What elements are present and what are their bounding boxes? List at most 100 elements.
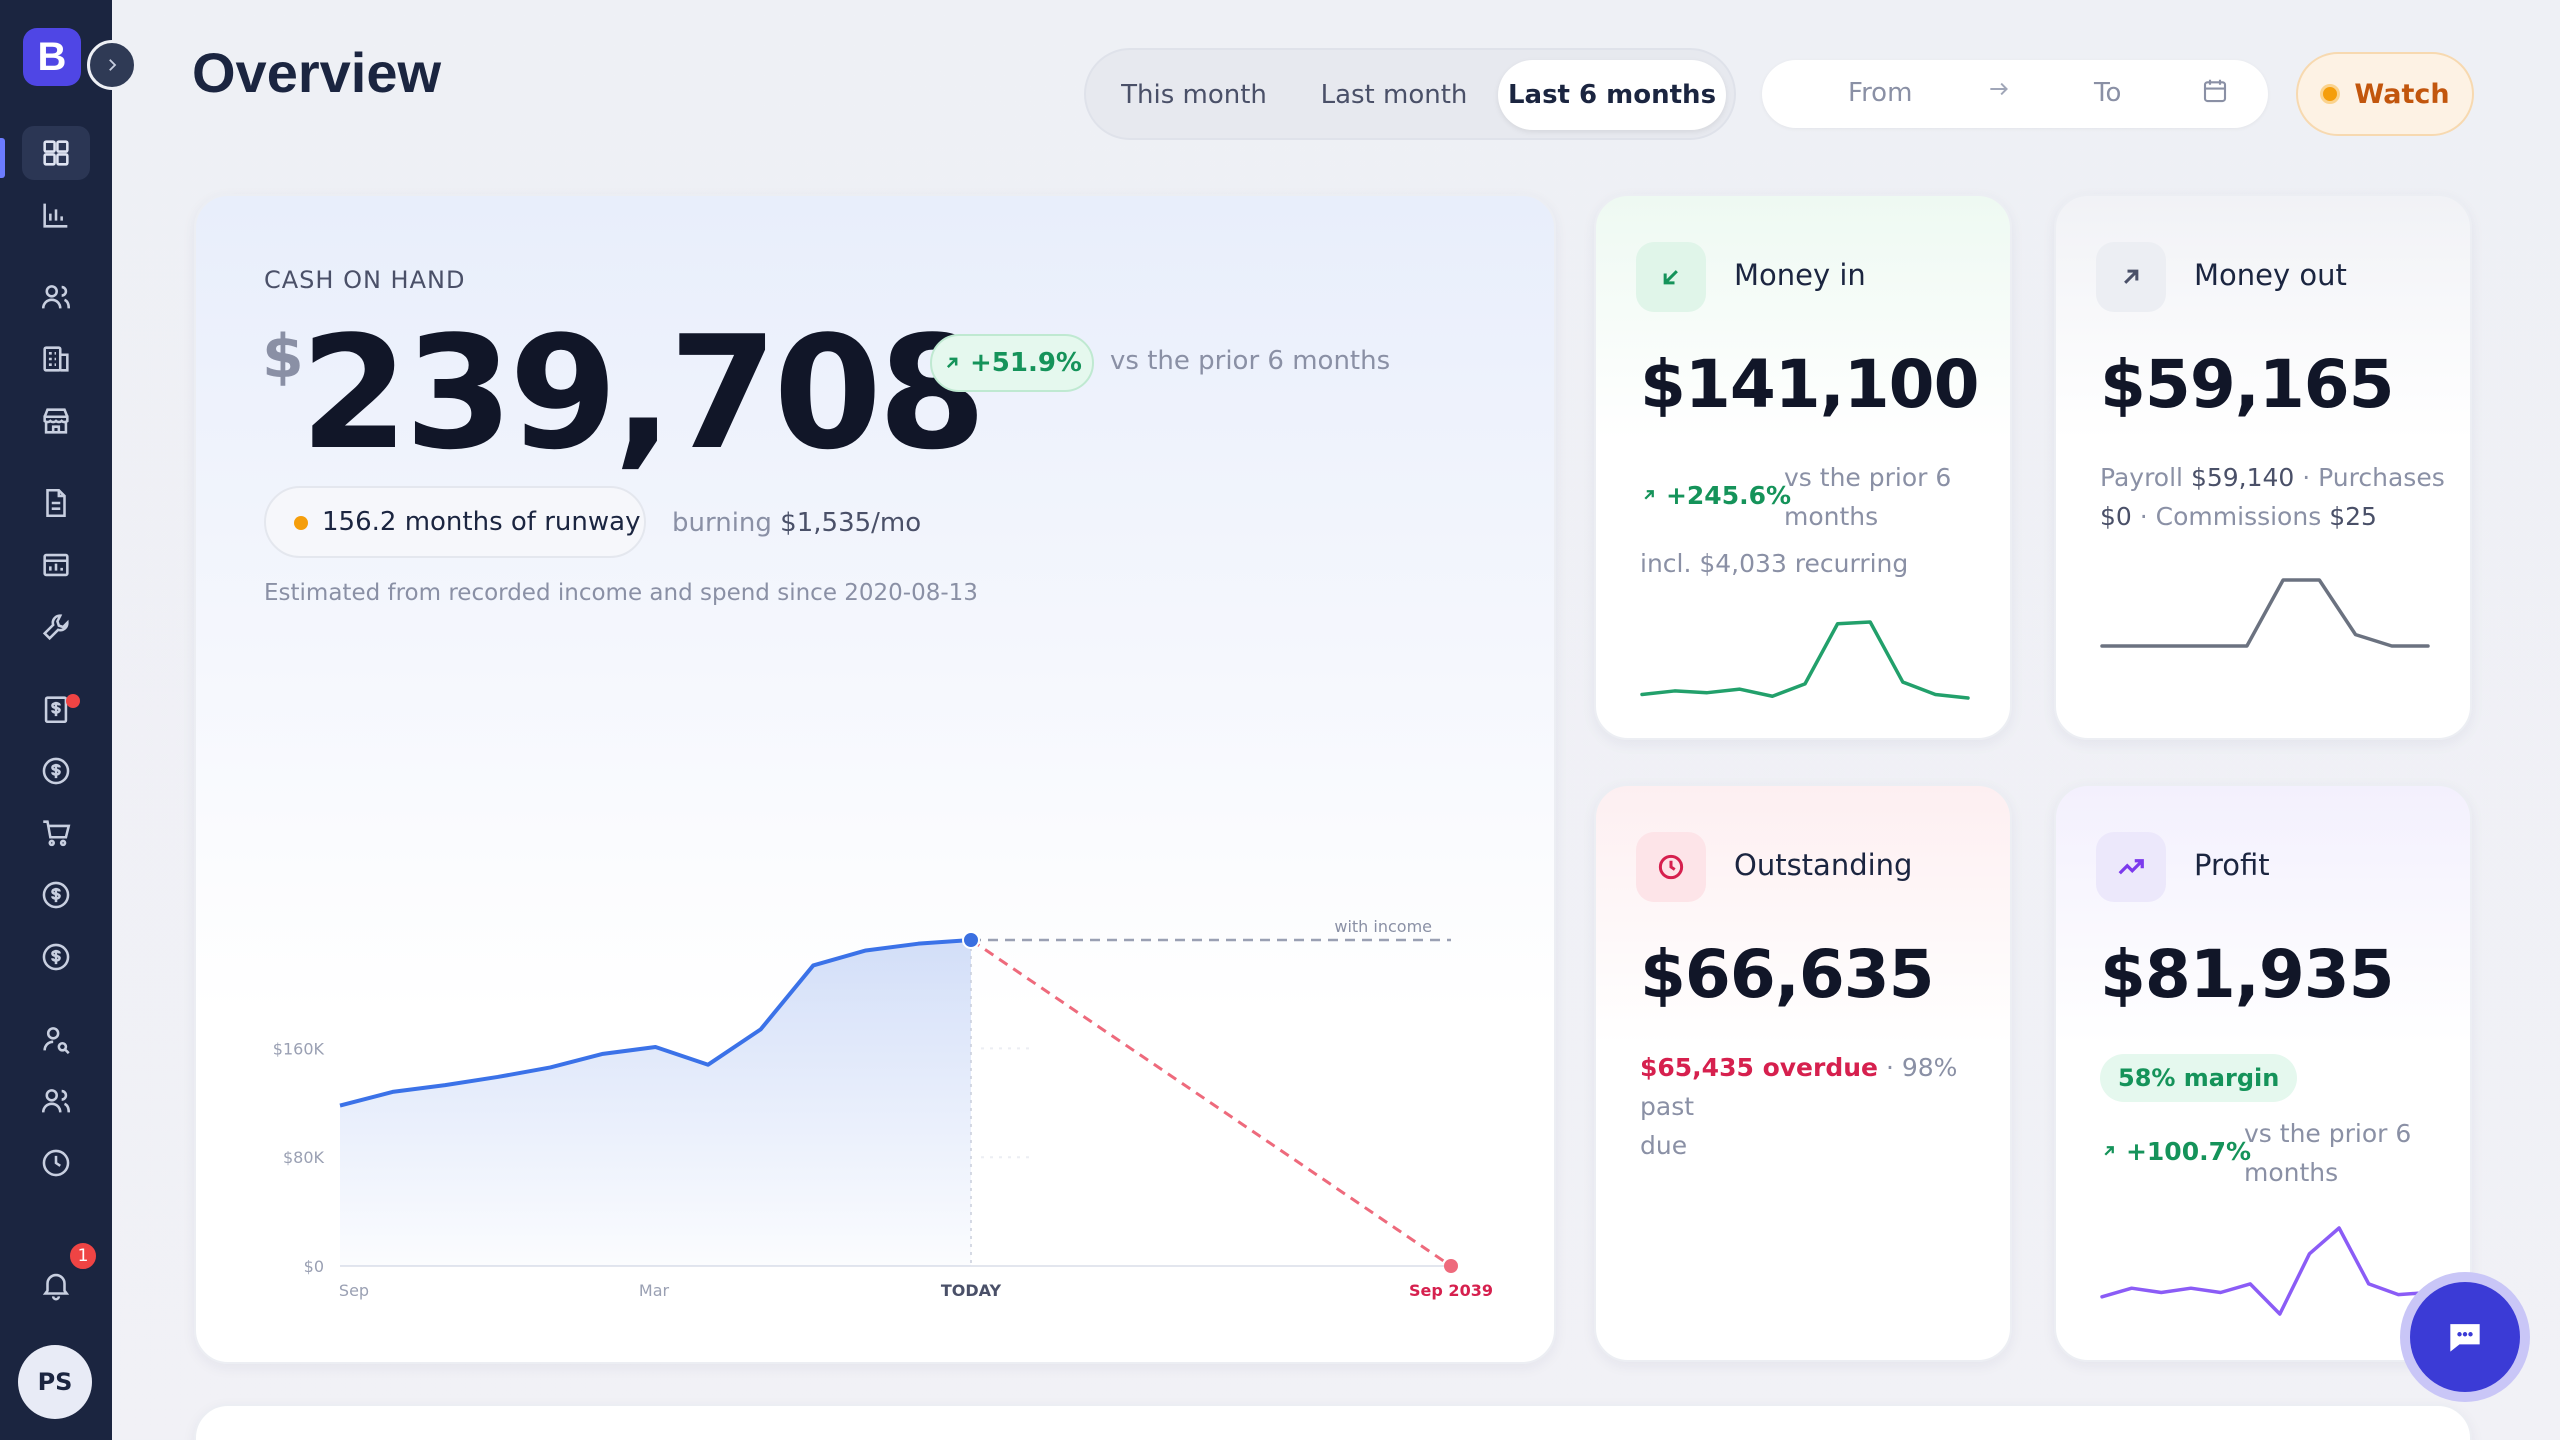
profit-card[interactable]: Profit $81,935 58% margin +100.7% vs the… [2054, 784, 2472, 1362]
sidebar-item-customers[interactable] [22, 270, 90, 324]
sidebar-item-team[interactable] [22, 1074, 90, 1128]
money-in-change-note: vs the prior 6 months [1784, 458, 1951, 536]
chevron-right-icon [109, 59, 117, 71]
cash-runway-chart: with income $0 $80K $160K Sep Mar TODAY Sep 203… [273, 917, 1493, 1300]
past-due-text: · 98% past [1640, 1053, 1958, 1121]
tab-last-month[interactable]: Last month [1320, 80, 1468, 110]
money-in-card[interactable]: Money in $141,100 +245.6% vs the prior 6… [1594, 194, 2012, 740]
outstanding-card[interactable]: Outstanding $66,635 $65,435 overdue · 98… [1594, 784, 2012, 1362]
overdue-amount: $65,435 overdue [1640, 1053, 1878, 1082]
watch-button[interactable]: Watch [2296, 52, 2474, 136]
arrow-up-right-icon [2104, 1146, 2114, 1156]
tab-last-6-months[interactable]: Last 6 months [1498, 60, 1726, 130]
commissions-label: · Commissions [2139, 502, 2322, 531]
date-from-field[interactable]: From [1848, 78, 1913, 108]
runway-dot [294, 516, 308, 530]
margin-badge: 58% margin [2100, 1054, 2298, 1102]
bar-chart-icon [43, 203, 68, 228]
calendar-icon[interactable] [2200, 76, 2230, 113]
sidebar-item-payments[interactable] [22, 744, 90, 798]
notifications-button[interactable] [22, 1258, 90, 1312]
sidebar-item-expenses[interactable] [22, 868, 90, 922]
past-due-text-2: due [1640, 1131, 1688, 1160]
next-section-card [194, 1404, 2472, 1440]
payroll-label: Payroll [2100, 463, 2183, 492]
sidebar-item-company[interactable] [22, 332, 90, 386]
arrow-up-right-icon [2096, 242, 2166, 312]
sidebar: B 1 [0, 0, 112, 1440]
users-icon [41, 285, 71, 309]
page-title: Overview [192, 41, 442, 104]
user-search-icon [43, 1027, 70, 1055]
avatar[interactable]: PS [18, 1345, 92, 1419]
brand-logo[interactable]: B [23, 28, 81, 86]
sidebar-item-contacts[interactable] [22, 1012, 90, 1066]
money-out-card[interactable]: Money out $59,165 Payroll $59,140 · Purc… [2054, 194, 2472, 740]
note-line-1: vs the prior 6 [2244, 1119, 2412, 1148]
burn-rate: burning $1,535/mo [672, 508, 921, 538]
money-in-sparkline [1640, 620, 1970, 700]
cash-on-hand-card: CASH ON HAND $ 239,708 +51.9% vs the pri… [194, 194, 1556, 1364]
sidebar-item-payroll[interactable] [22, 930, 90, 984]
commissions-value: $25 [2329, 502, 2377, 531]
sidebar-toggle-button[interactable] [87, 40, 137, 90]
money-in-value: $141,100 [1640, 346, 1980, 423]
dollar-icon [42, 757, 70, 785]
note-line-2: months [1784, 502, 1879, 531]
sparkline-path [2100, 578, 2430, 648]
chat-button[interactable] [2400, 1272, 2530, 1402]
sidebar-item-reports[interactable] [22, 188, 90, 242]
runway-end-point [1444, 1259, 1458, 1273]
purchases-label: · Purchases [2302, 463, 2445, 492]
profit-change-note: vs the prior 6 months [2244, 1114, 2411, 1192]
money-out-sparkline [2100, 578, 2430, 648]
cash-value: 239,708 [300, 302, 987, 484]
clock-icon [42, 1149, 70, 1177]
document-icon [46, 488, 66, 518]
currency-symbol: $ [262, 322, 304, 392]
annotation-with-income: with income [1334, 917, 1432, 936]
watch-label: Watch [2354, 78, 2450, 110]
x-tick-label: Sep 2039 [1409, 1281, 1493, 1300]
date-range-picker[interactable]: From To [1762, 60, 2268, 128]
x-tick-label: Mar [639, 1281, 670, 1300]
sidebar-item-dashboard[interactable] [22, 126, 90, 180]
sidebar-item-store[interactable] [22, 394, 90, 448]
sidebar-item-purchases[interactable] [22, 806, 90, 860]
cash-change-badge: +51.9% [930, 334, 1094, 392]
purchases-value: $0 [2100, 502, 2132, 531]
y-tick-label: $80K [283, 1148, 325, 1167]
sidebar-item-invoices[interactable] [22, 682, 90, 736]
history-area [340, 939, 971, 1266]
note-line-2: months [2244, 1158, 2339, 1187]
sidebar-item-history[interactable] [22, 1136, 90, 1190]
arrow-right-icon [1986, 74, 2012, 111]
runway-pill: 156.2 months of runway [264, 486, 646, 558]
invoice-alert-dot [66, 694, 80, 708]
x-tick-label: Sep [339, 1281, 369, 1300]
dollar-circle-icon [42, 943, 70, 971]
money-in-change-value: +245.6% [1665, 481, 1792, 510]
sparkline-path [1640, 620, 1970, 700]
y-tick-label: $160K [273, 1039, 325, 1058]
outstanding-note: $65,435 overdue · 98% past due [1640, 1048, 1980, 1165]
sidebar-item-analytics[interactable] [22, 538, 90, 592]
wrench-icon [42, 614, 69, 641]
date-to-field[interactable]: To [2094, 78, 2122, 108]
invoice-icon [44, 696, 68, 724]
arrow-up-right-icon [1644, 490, 1654, 500]
runway-text: 156.2 months of runway [322, 507, 641, 537]
sparkline-path [2100, 1226, 2430, 1316]
sidebar-item-tools[interactable] [22, 600, 90, 654]
money-out-breakdown: Payroll $59,140 · Purchases $0 · Commiss… [2100, 458, 2445, 536]
sidebar-item-documents[interactable] [22, 476, 90, 530]
active-indicator [0, 138, 5, 178]
store-icon [43, 408, 69, 434]
tab-this-month[interactable]: This month [1121, 80, 1267, 110]
cash-change-note: vs the prior 6 months [1110, 346, 1391, 376]
money-in-change: +245.6% [1640, 476, 1791, 515]
money-in-title: Money in [1734, 258, 1866, 292]
notification-badge: 1 [68, 1241, 98, 1271]
money-out-value: $59,165 [2100, 346, 2395, 423]
dollar-circle-icon [42, 881, 70, 909]
